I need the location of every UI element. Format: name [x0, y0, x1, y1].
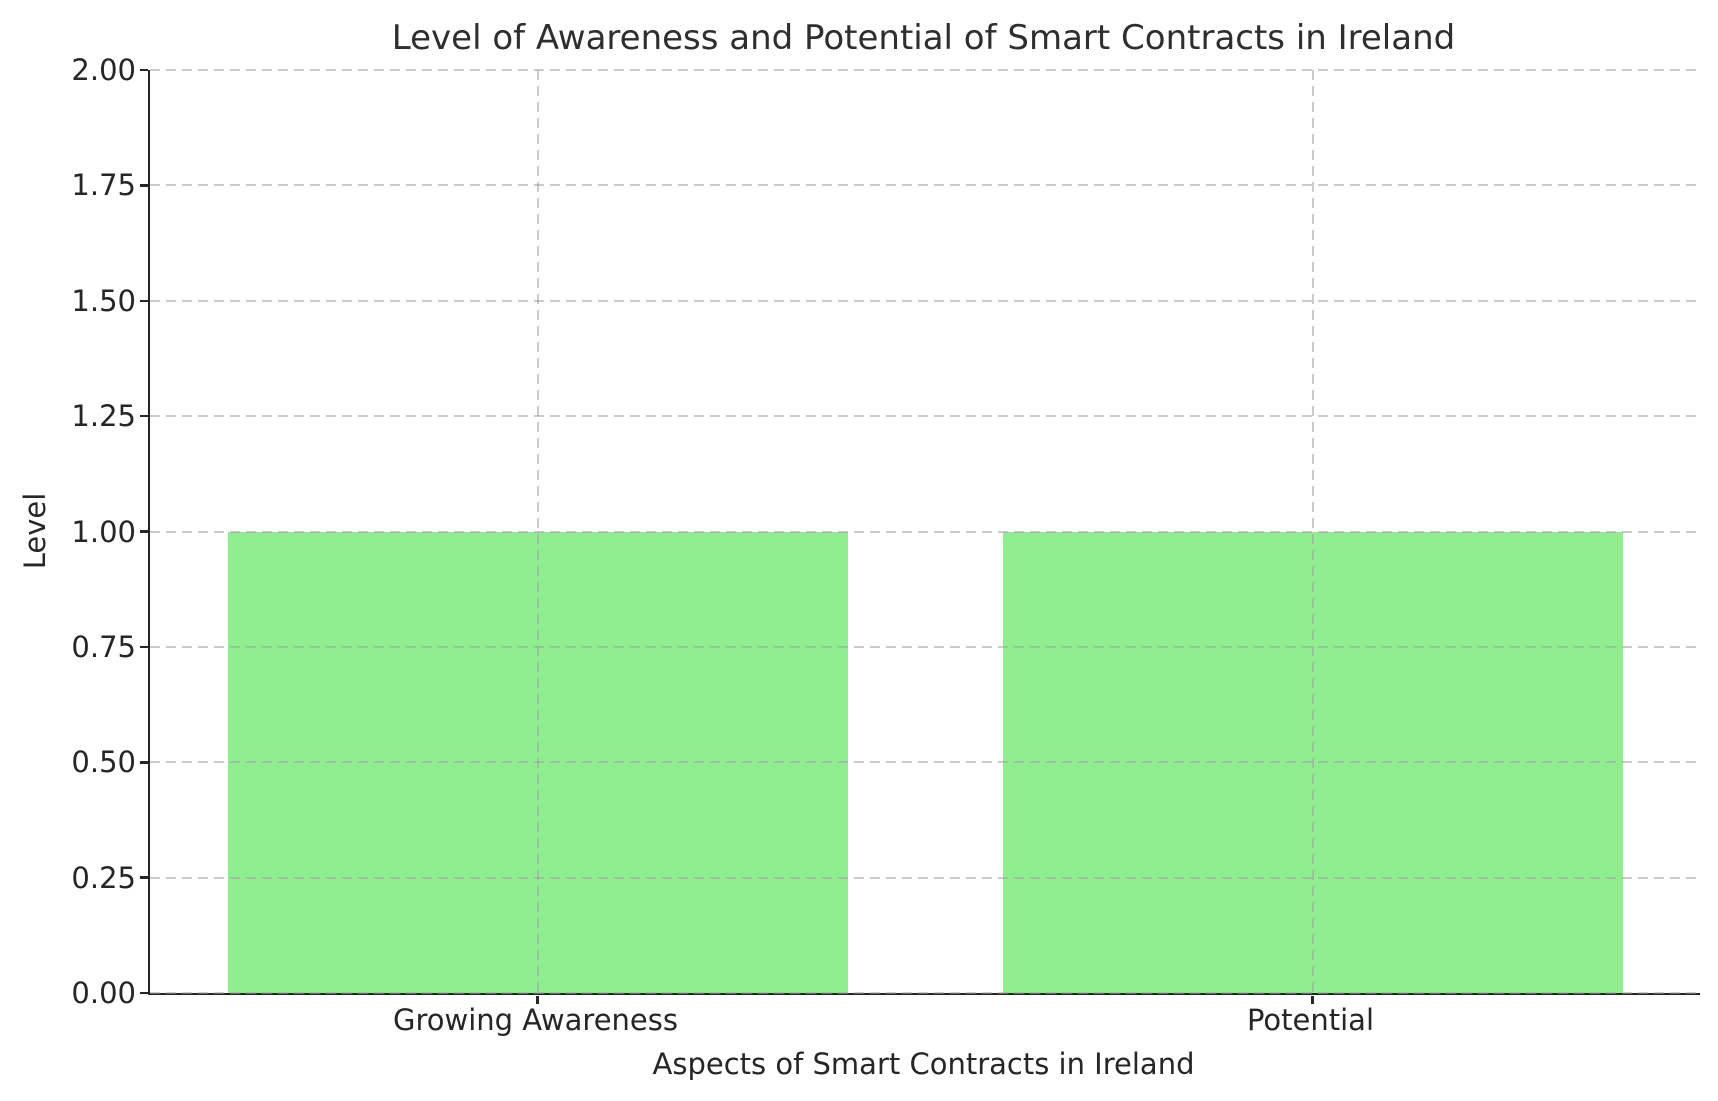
y-axis-tick [140, 414, 148, 418]
y-axis-tick [140, 645, 148, 649]
y-tick-label: 1.00 [71, 514, 136, 549]
x-tick-label: Growing Awareness [392, 1003, 678, 1037]
y-tick-label: 1.50 [71, 283, 136, 318]
x-axis-tick [536, 995, 539, 1004]
h-gridline [150, 645, 1700, 648]
v-gridline [536, 70, 539, 993]
y-tick-label: 0.75 [71, 629, 136, 664]
plot-area [140, 68, 1700, 1004]
h-gridline [150, 876, 1700, 879]
h-gridline [150, 992, 1700, 994]
h-gridline [150, 184, 1700, 187]
h-gridline [150, 299, 1700, 302]
v-gridline [1311, 70, 1314, 993]
chart-title: Level of Awareness and Potential of Smar… [391, 18, 1456, 58]
h-gridline [150, 761, 1700, 764]
y-axis-tick [140, 876, 148, 879]
x-axis-label: Aspects of Smart Contracts in Ireland [652, 1047, 1195, 1081]
y-tick-label: 0.50 [71, 745, 136, 780]
h-gridline [150, 530, 1700, 533]
h-gridline [150, 415, 1700, 418]
y-axis-tick [140, 299, 148, 302]
y-tick-label: 1.25 [71, 399, 136, 434]
h-gridline [150, 69, 1700, 71]
y-tick-label: 1.75 [71, 168, 136, 203]
y-axis-tick [140, 68, 148, 72]
y-axis-tick [140, 530, 148, 533]
y-tick-label: 2.00 [71, 53, 136, 87]
y-axis-tick [140, 761, 148, 764]
y-axis-tick [140, 184, 148, 187]
y-tick-label: 0.00 [71, 976, 136, 1010]
x-axis-tick [1311, 995, 1314, 1004]
y-axis-tick [140, 991, 148, 995]
x-tick-label: Potential [1246, 1003, 1375, 1037]
y-tick-label: 0.25 [71, 860, 136, 895]
